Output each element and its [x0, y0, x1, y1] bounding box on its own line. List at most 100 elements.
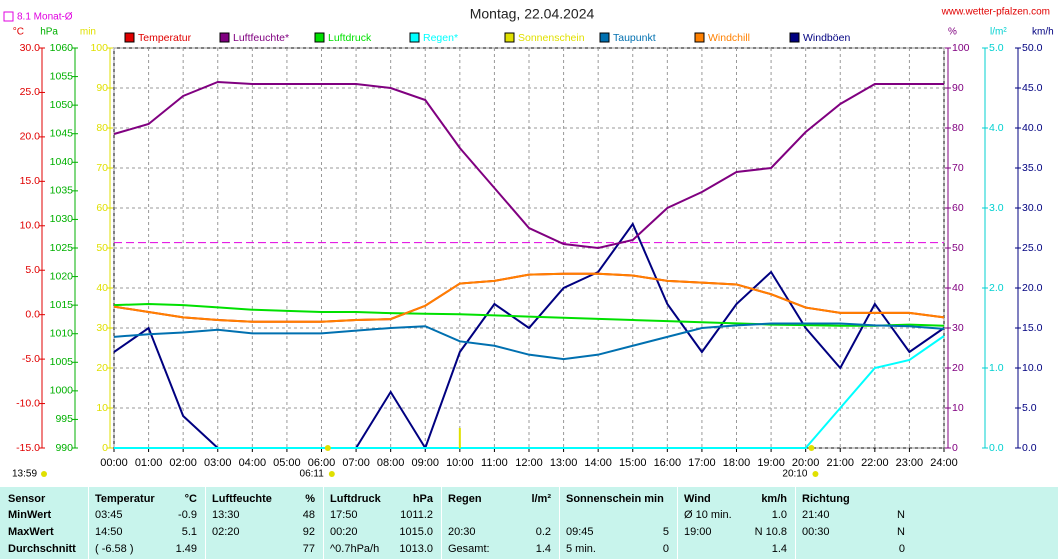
col-sep: [323, 487, 324, 559]
x-tick-label: 06:00: [308, 457, 336, 469]
legend-label: Regen*: [423, 32, 458, 44]
x-tick-label: 22:00: [861, 457, 889, 469]
table-cell: Sonnenschein min: [566, 493, 664, 505]
y-tick-label: 0.0: [25, 308, 40, 320]
x-tick-label: 17:00: [688, 457, 716, 469]
y-tick-label: 5.0: [989, 42, 1004, 54]
table-cell: 77: [302, 543, 315, 555]
table-cell: 0: [662, 543, 669, 555]
y-tick-label: 10.0: [20, 220, 41, 232]
x-tick-label: 05:00: [273, 457, 301, 469]
legend-swatch: [694, 32, 705, 43]
table-cell: N: [897, 509, 905, 521]
y-tick-label: 1015: [50, 299, 74, 311]
y-tick-label: 10.0: [1022, 362, 1043, 374]
chart: Montag, 22.04.2024 www.wetter-pfalzen.co…: [3, 6, 1054, 480]
series-line: [113, 272, 945, 323]
table-cell: 09:45: [566, 526, 594, 538]
y-tick-label: 20.0: [20, 131, 41, 143]
y-tick-label: 30.0: [1022, 202, 1043, 214]
legend-swatch: [124, 32, 135, 43]
mean-label: 8.1 Monat-Ø: [17, 12, 73, 23]
y-tick-label: 1000: [50, 385, 74, 397]
y-tick-label: 20.0: [1022, 282, 1043, 294]
y-tick-label: 20: [96, 362, 108, 374]
sun-bar: [458, 428, 461, 448]
x-tick-label: 02:00: [169, 457, 197, 469]
axis-unit: min: [80, 27, 96, 38]
y-tick-label: 40: [952, 282, 964, 294]
col-sep: [677, 487, 678, 559]
y-tick-label: 1010: [50, 327, 74, 339]
y-tick-label: 70: [952, 162, 964, 174]
y-tick-label: 50: [952, 242, 964, 254]
table-cell: Regen: [448, 493, 482, 505]
table-cell: l/m²: [531, 493, 551, 505]
x-tick-label: 11:00: [481, 457, 508, 469]
y-tick-label: 60: [96, 202, 108, 214]
legend-label: Sonnenschein: [518, 32, 585, 44]
table-cell: km/h: [761, 493, 787, 505]
table-cell: 0: [898, 543, 905, 555]
y-tick-label: 10: [952, 402, 964, 414]
y-tick-label: -15.0: [16, 442, 40, 454]
x-tick-label: 08:00: [377, 457, 405, 469]
table-cell: Durchschnitt: [8, 543, 76, 555]
legend-swatch: [599, 32, 610, 43]
y-tick-label: 1.0: [989, 362, 1004, 374]
mean-icon: [3, 11, 14, 22]
y-tick-label: 30.0: [20, 42, 41, 54]
y-tick-label: 10: [96, 402, 108, 414]
table-cell: N: [897, 526, 905, 538]
table-cell: 1013.0: [399, 543, 433, 555]
table-cell: 13:30: [212, 509, 240, 521]
table-cell: Luftfeuchte: [212, 493, 272, 505]
sunrise-marker: [324, 445, 331, 451]
table-cell: 5: [662, 526, 669, 538]
y-tick-label: 80: [96, 122, 108, 134]
legend-swatch: [789, 32, 800, 43]
y-tick-label: 3.0: [989, 202, 1004, 214]
table-cell: 0.2: [535, 526, 551, 538]
x-tick-label: 00:00: [100, 457, 128, 469]
table-cell: Richtung: [802, 493, 850, 505]
y-tick-label: -5.0: [22, 353, 40, 365]
table-cell: 1015.0: [399, 526, 433, 538]
table-cell: 00:30: [802, 526, 830, 538]
y-tick-label: 50: [96, 242, 108, 254]
legend-swatch: [409, 32, 420, 43]
col-sep: [205, 487, 206, 559]
table-cell: 5.1: [181, 526, 197, 538]
x-tick-label: 04:00: [239, 457, 267, 469]
y-tick-label: 1025: [50, 242, 74, 254]
col-sep: [559, 487, 560, 559]
source: www.wetter-pfalzen.com: [941, 7, 1050, 18]
y-tick-label: 25.0: [1022, 242, 1043, 254]
legend-label: Luftdruck: [328, 32, 372, 44]
legend-label: Temperatur: [138, 32, 192, 44]
x-tick-label: 12:00: [515, 457, 543, 469]
series-line: [113, 322, 945, 361]
axis-unit: hPa: [40, 27, 58, 38]
x-tick-label: 10:00: [446, 457, 474, 469]
y-tick-label: 50.0: [1022, 42, 1043, 54]
table-cell: 1.4: [535, 543, 551, 555]
y-tick-label: 1050: [50, 99, 74, 111]
y-tick-label: 100: [90, 42, 108, 54]
x-tick-label: 01:00: [135, 457, 163, 469]
table-cell: 20:30: [448, 526, 476, 538]
y-tick-label: 5.0: [1022, 402, 1037, 414]
table-cell: 19:00: [684, 526, 712, 538]
x-tick-label: 21:00: [826, 457, 854, 469]
table-cell: Gesamt:: [448, 543, 490, 555]
y-tick-label: 1040: [50, 156, 74, 168]
sunset-label: 20:10: [782, 469, 807, 480]
table-cell: MaxWert: [8, 526, 54, 538]
x-tick-label: 18:00: [723, 457, 751, 469]
table-cell: 92: [302, 526, 315, 538]
y-tick-label: 990: [55, 442, 73, 454]
table-cell: Temperatur: [95, 493, 155, 505]
sunrise-label: 06:11: [300, 469, 325, 480]
y-tick-label: -10.0: [16, 397, 40, 409]
col-sep: [88, 487, 89, 559]
